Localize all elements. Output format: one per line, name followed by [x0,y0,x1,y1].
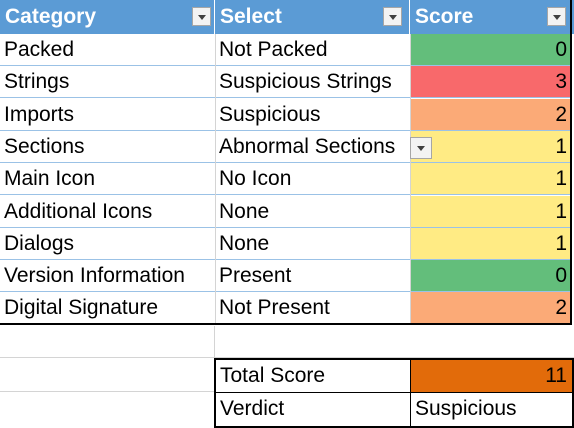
verdict-label: Verdict [220,397,285,420]
select-cell-text: No Icon [219,167,292,191]
score-cell[interactable]: 0 [410,260,572,293]
category-cell[interactable]: Imports [0,99,215,131]
score-cell-text: 0 [555,264,567,288]
category-cell[interactable]: Sections [0,131,215,163]
grid-line [0,391,215,392]
select-cell[interactable]: Not Present [215,292,410,325]
category-cell-text: Packed [4,38,75,61]
select-cell-text: Not Present [219,296,330,320]
verdict-value-cell[interactable]: Suspicious [410,393,572,425]
score-filter-icon[interactable] [547,7,566,26]
category-cell-text: Imports [4,102,75,126]
select-cell[interactable]: Suspicious Strings [215,66,410,99]
category-cell[interactable]: Additional Icons [0,196,215,228]
score-cell[interactable]: 2 [410,98,572,131]
header-category[interactable]: Category [0,0,215,34]
category-cell-text: Strings [4,70,70,94]
select-cell[interactable]: None [215,228,410,260]
score-cell[interactable]: 1 [410,130,572,163]
score-cell[interactable]: 1 [410,227,572,260]
score-cell-text: 2 [555,296,567,320]
category-filter-icon[interactable] [192,7,211,26]
category-cell[interactable]: Dialogs [0,228,215,260]
score-cell[interactable]: 0 [410,34,572,66]
category-cell[interactable]: Packed [0,34,215,66]
verdict-value: Suspicious [415,397,517,420]
select-cell[interactable]: Suspicious [215,99,410,131]
score-cell[interactable]: 3 [410,66,572,99]
category-cell-text: Dialogs [4,231,75,255]
category-cell[interactable]: Strings [0,66,215,99]
category-cell-text: Sections [4,134,85,158]
category-cell-text: Additional Icons [4,199,153,223]
grid-line [215,34,216,324]
summary-divider [410,360,411,426]
header-score-label: Score [415,5,474,28]
category-cell[interactable]: Version Information [0,260,215,293]
category-cell-text: Digital Signature [4,296,159,320]
category-cell-text: Version Information [4,264,185,288]
score-cell[interactable]: 1 [410,163,572,196]
category-cell-text: Main Icon [4,167,96,191]
grid-line [215,357,574,358]
select-cell[interactable]: None [215,196,410,228]
grid-line [0,357,215,358]
score-cell-text: 2 [555,102,567,126]
grid-line [410,34,411,324]
total-score-value-cell[interactable]: 11 [410,360,572,392]
select-cell-text: None [219,199,270,223]
total-score-label: Total Score [220,364,326,387]
score-cell-text: 0 [555,38,567,61]
score-cell[interactable]: 2 [410,292,572,325]
select-cell[interactable]: Present [215,260,410,293]
select-cell[interactable]: Abnormal Sections [215,131,410,163]
score-cell-text: 3 [555,70,567,94]
select-dropdown-icon[interactable] [410,137,432,159]
select-filter-icon[interactable] [383,7,402,26]
select-cell-text: Not Packed [219,38,328,61]
select-cell-text: Abnormal Sections [219,134,396,158]
select-cell-text: None [219,231,270,255]
select-cell-text: Suspicious [219,102,321,126]
verdict-label-cell[interactable]: Verdict [215,393,410,425]
score-cell-text: 1 [555,167,567,191]
select-cell[interactable]: Not Packed [215,34,410,66]
select-cell-text: Present [219,264,292,288]
header-category-label: Category [5,5,97,28]
summary-divider [215,392,572,393]
score-cell-text: 1 [555,134,567,158]
header-select-label: Select [220,5,282,28]
score-cell-text: 1 [555,231,567,255]
category-cell[interactable]: Digital Signature [0,292,215,325]
select-cell-text: Suspicious Strings [219,70,392,94]
score-cell[interactable]: 1 [410,195,572,228]
header-select[interactable]: Select [215,0,410,34]
category-cell[interactable]: Main Icon [0,163,215,196]
score-cell-text: 1 [555,199,567,223]
total-score-value: 11 [545,364,567,387]
select-cell[interactable]: No Icon [215,163,410,196]
header-score[interactable]: Score [410,0,574,34]
total-score-label-cell[interactable]: Total Score [215,360,410,392]
